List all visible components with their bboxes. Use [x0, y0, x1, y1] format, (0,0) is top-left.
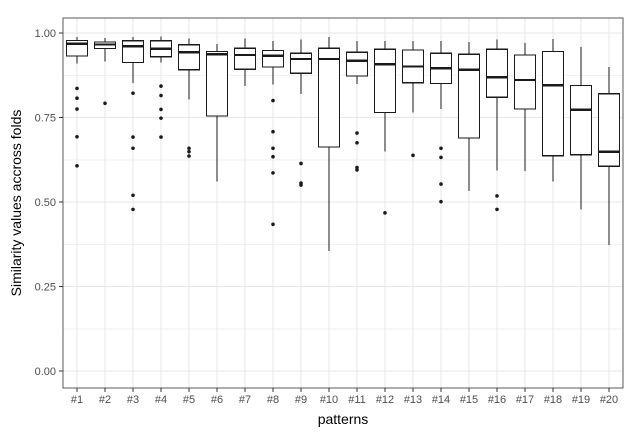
outlier-point: [355, 168, 359, 172]
outlier-point: [187, 146, 191, 151]
x-tick-label: #2: [99, 394, 111, 406]
panel-background: [63, 18, 623, 388]
x-tick-label: #20: [600, 394, 618, 406]
outlier-point: [75, 86, 79, 91]
box-18: [541, 50, 565, 157]
y-axis-title: Similarity values accross folds: [8, 109, 24, 297]
x-tick-label: #8: [267, 394, 279, 406]
outlier-point: [131, 135, 135, 139]
outlier-point: [439, 146, 443, 151]
outlier-point: [103, 101, 107, 106]
box-6: [205, 50, 229, 117]
box-12: [373, 48, 397, 114]
y-tick-label: 0.00: [35, 366, 56, 378]
outlier-point: [383, 211, 387, 215]
outlier-point: [355, 131, 359, 135]
outlier-point: [495, 194, 499, 198]
x-tick-label: #3: [127, 394, 139, 406]
outlier-point: [439, 155, 443, 160]
outlier-point: [159, 107, 163, 112]
x-tick-label: #16: [488, 394, 506, 406]
outlier-point: [439, 182, 443, 186]
x-tick-label: #7: [239, 394, 251, 406]
box-3: [121, 40, 145, 64]
outlier-point: [187, 154, 191, 158]
y-tick-label: 0.75: [35, 113, 56, 125]
box-8: [261, 49, 285, 68]
x-tick-label: #19: [572, 394, 590, 406]
x-tick-label: #18: [544, 394, 562, 406]
outlier-point: [159, 135, 163, 139]
outlier-point: [131, 146, 135, 151]
outlier-point: [131, 193, 135, 198]
outlier-point: [271, 171, 275, 175]
box-5: [177, 44, 201, 71]
x-tick-label: #17: [516, 394, 534, 406]
box-9: [289, 52, 313, 74]
outlier-point: [411, 153, 415, 158]
x-tick-label: #12: [376, 394, 394, 406]
outlier-point: [159, 93, 163, 98]
outlier-point: [159, 116, 163, 120]
x-tick-label: #13: [404, 394, 422, 406]
outlier-point: [75, 96, 79, 101]
box-16: [485, 48, 509, 98]
box-17: [513, 54, 537, 110]
box-19: [569, 84, 593, 156]
outlier-point: [271, 129, 275, 134]
outlier-point: [299, 183, 303, 187]
outlier-point: [271, 146, 275, 151]
x-tick-label: #14: [432, 394, 450, 406]
x-tick-label: #9: [295, 394, 307, 406]
outlier-point: [131, 207, 135, 212]
panel-border: [62, 17, 624, 389]
y-tick-label: 1.00: [35, 28, 56, 40]
outlier-point: [131, 91, 135, 95]
x-tick-label: #6: [211, 394, 223, 406]
x-tick-label: #10: [320, 394, 338, 406]
box-15: [457, 53, 481, 139]
outlier-point: [271, 154, 275, 159]
outlier-point: [187, 149, 191, 154]
outlier-point: [271, 98, 275, 103]
outlier-point: [75, 134, 79, 139]
outlier-point: [355, 141, 359, 145]
outlier-point: [271, 222, 275, 227]
box-11: [345, 51, 369, 77]
x-tick-label: #11: [348, 394, 366, 406]
x-tick-label: #15: [460, 394, 478, 406]
box-10: [317, 47, 341, 148]
outlier-point: [75, 107, 79, 111]
y-tick-label: 0.25: [35, 282, 56, 294]
outlier-point: [299, 161, 303, 166]
x-axis-title: patterns: [317, 411, 369, 427]
outlier-point: [75, 164, 79, 168]
box-7: [233, 47, 257, 70]
outlier-point: [495, 207, 499, 212]
outlier-point: [159, 84, 163, 88]
x-tick-label: #1: [71, 394, 83, 406]
x-tick-label: #4: [155, 394, 167, 406]
box-20: [597, 93, 621, 167]
outlier-point: [439, 199, 443, 204]
x-tick-label: #5: [183, 394, 195, 406]
y-tick-label: 0.50: [35, 197, 56, 209]
